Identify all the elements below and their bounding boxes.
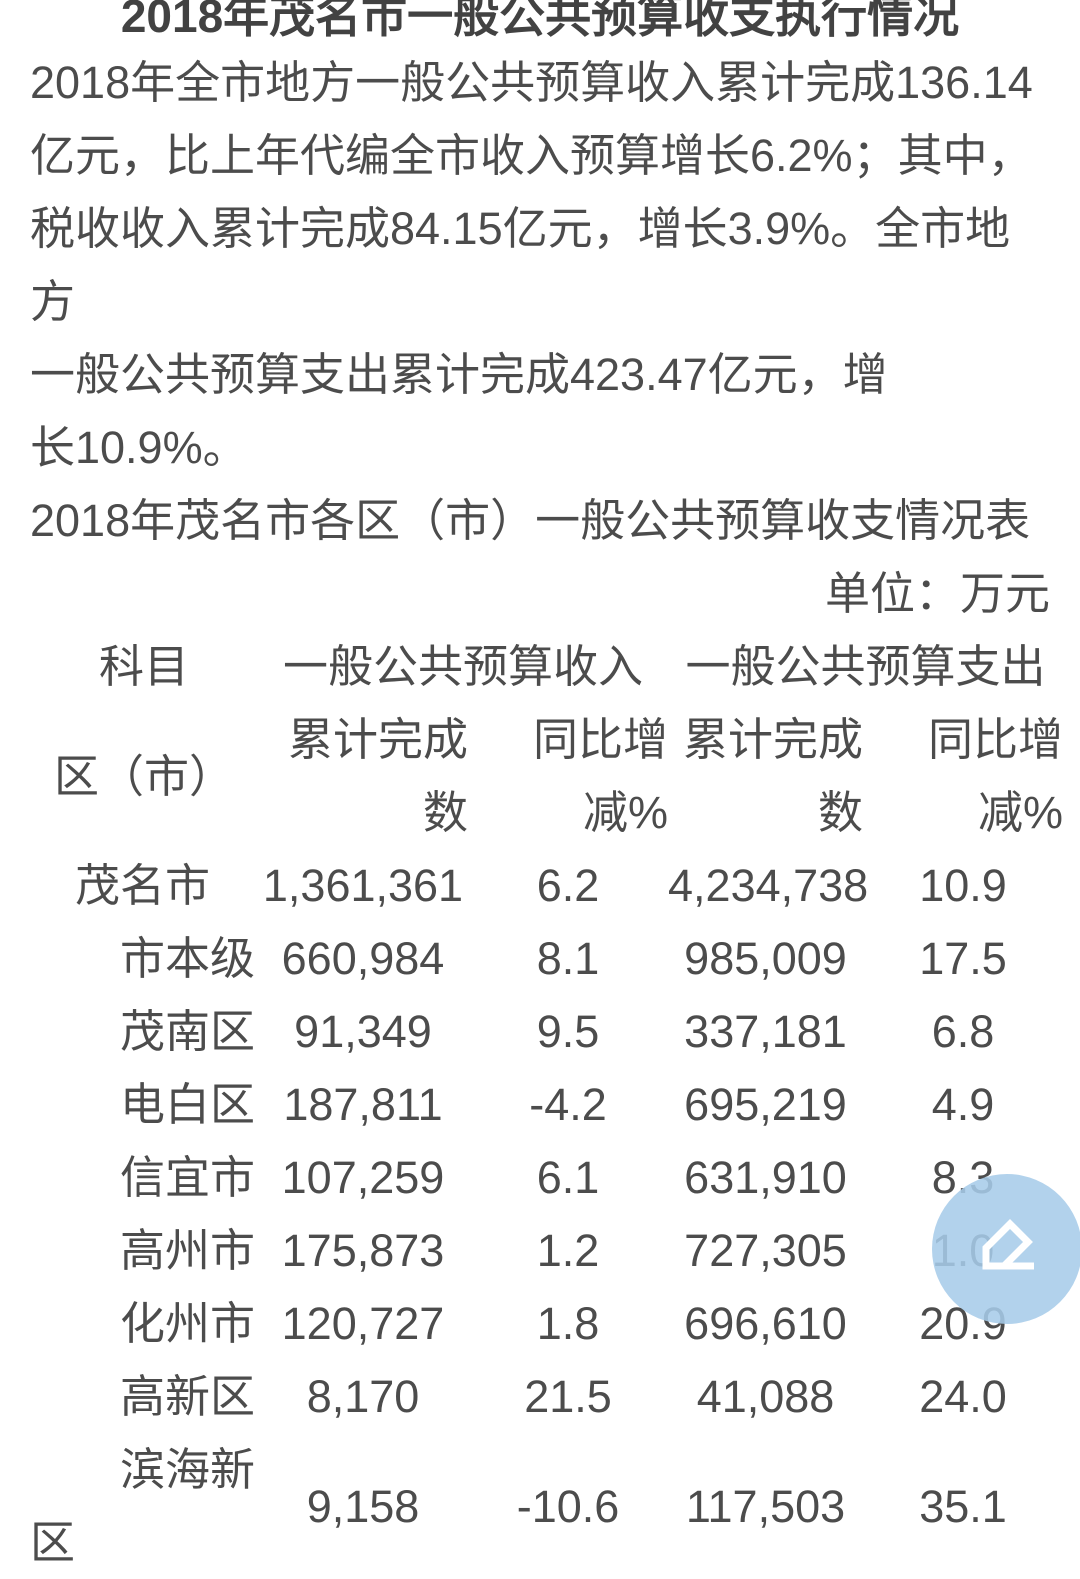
income-total-cell: 175,873: [281, 1225, 445, 1276]
edit-pencil-icon: [982, 1219, 1034, 1270]
budget-table: 科目 一般公共预算收入 一般公共预算支出 区（市） 累计完成数 同比增减% 累计…: [30, 630, 1063, 1579]
page-title: 2018年茂名市一般公共预算收支执行情况: [120, 0, 960, 42]
expense-yoy-cell: 24.0: [919, 1371, 1007, 1422]
summary-paragraph: 2018年全市地方一般公共预算收入累计完成136.14 亿元，比上年代编全市收入…: [30, 57, 1033, 473]
expense-total-cell: 695,219: [684, 1079, 847, 1130]
header-expense-cumulative: 累计完成数: [683, 714, 864, 838]
expense-total-cell: 696,610: [684, 1298, 847, 1349]
region-cell: 茂南区: [30, 1006, 256, 1057]
income-yoy-cell: 1.2: [536, 1225, 600, 1276]
expense-total-cell: 117,503: [685, 1480, 846, 1532]
expense-yoy-cell: 6.8: [931, 1006, 995, 1057]
expense-yoy-cell: 35.1: [919, 1480, 1007, 1532]
income-total-cell: 107,259: [281, 1152, 445, 1203]
table-row: 茂名市 1,361,361 6.2 4,234,738 10.9: [30, 849, 1063, 922]
table-row: 滨海新区 9,158 -10.6 117,503 35.1: [30, 1433, 1063, 1579]
region-cell: 电白区: [30, 1079, 256, 1130]
expense-total-cell: 727,305: [684, 1225, 847, 1276]
header-income-group: 一般公共预算收入: [283, 641, 644, 692]
region-cell: 化州市: [30, 1298, 256, 1349]
header-expense-yoy: 同比增减%: [928, 714, 1064, 838]
income-total-cell: 1,361,361: [262, 860, 464, 911]
table-caption: 2018年茂名市各区（市）一般公共预算收支情况表: [30, 495, 1031, 546]
expense-yoy-cell: 4.9: [931, 1079, 995, 1130]
region-cell: 市本级: [30, 933, 256, 984]
region-cell: 高州市: [30, 1225, 256, 1276]
table-row: 化州市 120,727 1.8 696,610 20.9: [30, 1287, 1063, 1360]
income-total-cell: 187,811: [283, 1079, 443, 1130]
table-row: 信宜市 107,259 6.1 631,910 8.3: [30, 1141, 1063, 1214]
region-cell: 滨海新区: [30, 1444, 256, 1568]
header-subject: 科目: [98, 641, 189, 692]
region-cell: 高新区: [30, 1371, 256, 1422]
income-yoy-cell: -4.2: [529, 1079, 607, 1130]
income-total-cell: 660,984: [281, 933, 445, 984]
table-row: 电白区 187,811 -4.2 695,219 4.9: [30, 1068, 1063, 1141]
header-region: 区（市）: [53, 750, 234, 802]
header-income-yoy: 同比增减%: [533, 714, 669, 838]
expense-yoy-cell: 17.5: [919, 933, 1007, 984]
budget-table-header: 科目 一般公共预算收入 一般公共预算支出 区（市） 累计完成数 同比增减% 累计…: [30, 630, 1063, 849]
expense-total-cell: 985,009: [684, 933, 847, 984]
expense-yoy-cell: 10.9: [919, 860, 1007, 911]
income-yoy-cell: 9.5: [536, 1006, 600, 1057]
edit-fab-button[interactable]: [932, 1174, 1080, 1324]
header-expenditure-group: 一般公共预算支出: [685, 641, 1046, 692]
income-yoy-cell: 1.8: [536, 1298, 600, 1349]
table-row: 高州市 175,873 1.2 727,305 1.0: [30, 1214, 1063, 1287]
income-yoy-cell: 6.1: [536, 1152, 600, 1203]
income-total-cell: 8,170: [306, 1371, 420, 1422]
header-income-cumulative: 累计完成数: [287, 714, 468, 838]
income-yoy-cell: -10.6: [516, 1480, 620, 1532]
income-yoy-cell: 21.5: [524, 1371, 612, 1422]
region-cell: 信宜市: [30, 1152, 256, 1203]
income-total-cell: 120,727: [281, 1298, 445, 1349]
expense-total-cell: 4,234,738: [668, 860, 869, 911]
income-total-cell: 9,158: [306, 1480, 420, 1532]
table-row: 市本级 660,984 8.1 985,009 17.5: [30, 922, 1063, 995]
table-row: 高新区 8,170 21.5 41,088 24.0: [30, 1360, 1063, 1433]
expense-total-cell: 337,181: [684, 1006, 847, 1057]
region-cell: 茂名市: [30, 860, 211, 911]
income-yoy-cell: 6.2: [536, 860, 600, 911]
expense-total-cell: 631,910: [684, 1152, 847, 1203]
table-row: 茂南区 91,349 9.5 337,181 6.8: [30, 995, 1063, 1068]
income-yoy-cell: 8.1: [536, 933, 600, 984]
income-total-cell: 91,349: [294, 1006, 432, 1057]
expense-total-cell: 41,088: [696, 1371, 835, 1422]
unit-label: 单位：万元: [824, 568, 1050, 619]
